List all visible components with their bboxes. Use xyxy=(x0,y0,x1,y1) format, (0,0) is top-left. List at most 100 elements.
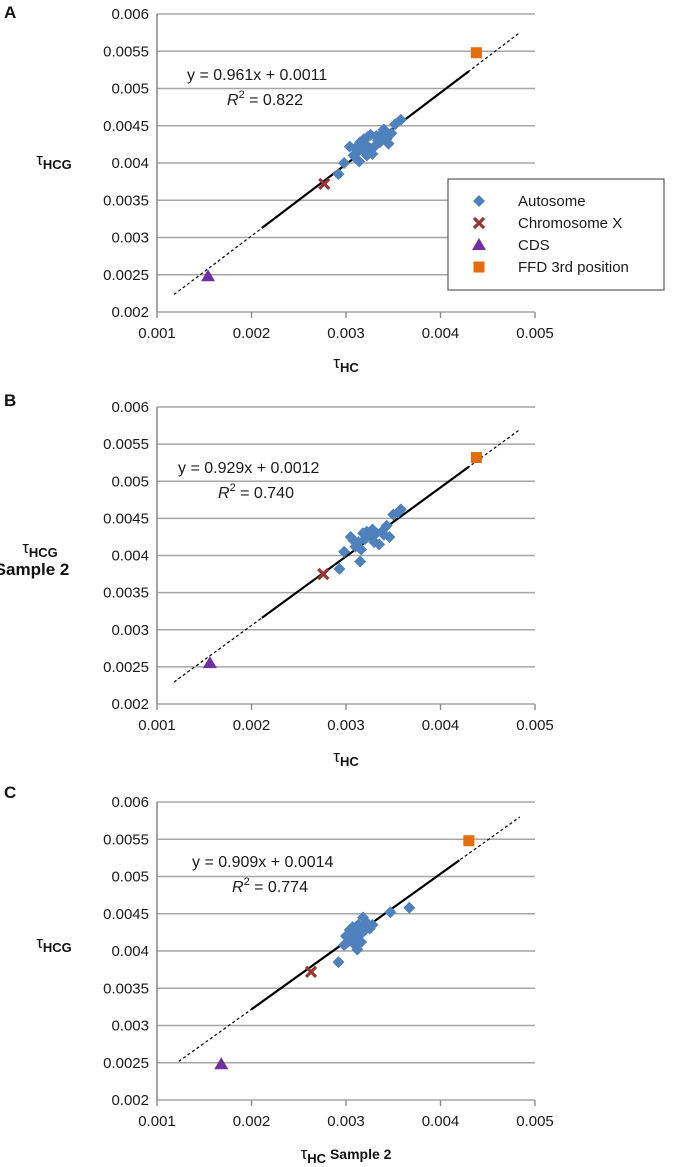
y-tick-label: 0.002 xyxy=(111,696,149,713)
y-axis-label: τHCG xyxy=(36,150,72,172)
legend-label: CDS xyxy=(518,237,550,254)
regression-equation: y = 0.909x + 0.0014 xyxy=(192,854,334,871)
data-point-diamond xyxy=(332,956,345,969)
y-tick-label: 0.0025 xyxy=(103,659,149,676)
data-point-diamond xyxy=(338,545,351,558)
panel-b-label: B xyxy=(4,391,16,410)
data-point-square xyxy=(470,47,482,59)
data-point-diamond xyxy=(384,906,397,919)
panel-a-label: A xyxy=(4,3,16,22)
x-tick-label: 0.004 xyxy=(422,1113,460,1130)
y-axis-label-symbol: τ xyxy=(36,150,43,169)
r-squared-exponent: 2 xyxy=(244,876,250,888)
x-tick-label: 0.001 xyxy=(138,717,176,734)
y-axis-label-line2: Sample 2 xyxy=(0,560,69,579)
panel-c-plot: 0.002 0.0025 0.003 0.0035 0.004 0.0045 0.005 0.… xyxy=(36,794,554,1166)
x-tick-label: 0.005 xyxy=(516,325,554,342)
x-tick-label: 0.003 xyxy=(327,1113,365,1130)
panel-c-label: C xyxy=(4,783,16,802)
r-squared: R2 = 0.822 xyxy=(227,89,303,109)
data-point-x xyxy=(317,567,330,581)
x-tick-label: 0.001 xyxy=(138,325,176,342)
r-squared: R2 = 0.774 xyxy=(232,876,308,896)
data-point-diamond xyxy=(333,562,346,575)
y-tick-label: 0.006 xyxy=(111,794,149,811)
r-squared-exponent: 2 xyxy=(239,89,245,101)
y-tick-label: 0.006 xyxy=(111,6,149,23)
legend-label: Chromosome X xyxy=(518,215,622,232)
y-tick-label: 0.0045 xyxy=(103,510,149,527)
y-tick-label: 0.0025 xyxy=(103,267,149,284)
y-tick-label: 0.006 xyxy=(111,399,149,416)
y-tick-label: 0.0055 xyxy=(103,436,149,453)
x-tick-label: 0.002 xyxy=(233,717,271,734)
data-point-diamond xyxy=(354,555,367,568)
legend: Autosome Chromosome X CDS FFD 3rd position xyxy=(447,178,665,291)
x-tick-label: 0.003 xyxy=(327,325,365,342)
data-point-triangle xyxy=(202,656,217,669)
x-axis-label: τHC xyxy=(333,353,359,375)
x-axis-label-symbol: τ xyxy=(333,353,340,372)
y-tick-label: 0.0055 xyxy=(103,43,149,60)
y-tick-label: 0.0025 xyxy=(103,1055,149,1072)
r-squared-value: = 0.740 xyxy=(236,485,294,502)
r-squared-symbol: R xyxy=(227,92,239,109)
x-axis-label: τHC xyxy=(333,747,359,769)
data-point-diamond xyxy=(355,543,368,556)
legend-marker-diamond xyxy=(473,195,485,207)
r-squared-exponent: 2 xyxy=(230,482,236,494)
data-point-diamond xyxy=(355,936,368,949)
y-tick-label: 0.004 xyxy=(111,943,149,960)
y-tick-label: 0.0035 xyxy=(103,192,149,209)
x-axis-label-subscript: HC xyxy=(340,360,359,375)
y-tick-label: 0.0055 xyxy=(103,831,149,848)
x-axis-label-subscript: HC xyxy=(340,754,359,769)
data-point-diamond xyxy=(403,901,416,914)
data-point-diamond xyxy=(373,538,386,551)
legend-marker-square xyxy=(473,261,485,273)
y-tick-label: 0.003 xyxy=(111,622,149,639)
data-point-diamond xyxy=(394,503,407,516)
data-point-square xyxy=(463,835,475,847)
y-tick-label: 0.004 xyxy=(111,155,149,172)
data-point-diamond xyxy=(380,519,393,532)
y-tick-label: 0.0045 xyxy=(103,906,149,923)
r-squared-value: = 0.822 xyxy=(245,92,303,109)
data-point-diamond xyxy=(382,137,395,150)
x-tick-label: 0.002 xyxy=(233,1113,271,1130)
data-point-diamond xyxy=(338,157,351,169)
y-tick-label: 0.0045 xyxy=(103,118,149,135)
y-axis-label: τHCG xyxy=(22,538,58,560)
data-point-diamond xyxy=(385,127,398,140)
x-tick-label: 0.005 xyxy=(516,1113,554,1130)
data-point-diamond xyxy=(394,113,407,126)
data-point-triangle xyxy=(201,269,216,282)
x-tick-label: 0.002 xyxy=(233,325,271,342)
panel-b-plot: 0.002 0.0025 0.003 0.0035 0.004 0.0045 0.005 0.… xyxy=(0,399,554,769)
r-squared-symbol: R xyxy=(218,485,230,502)
y-tick-label: 0.003 xyxy=(111,1018,149,1035)
y-tick-label: 0.005 xyxy=(111,473,149,490)
y-axis-label-symbol: τ xyxy=(22,538,29,557)
data-point-diamond xyxy=(353,155,366,168)
legend-label: Autosome xyxy=(518,193,586,210)
regression-equation: y = 0.929x + 0.0012 xyxy=(178,460,320,477)
x-axis-label-suffix: Sample 2 xyxy=(326,1146,392,1162)
x-tick-label: 0.005 xyxy=(516,717,554,734)
y-tick-label: 0.004 xyxy=(111,548,149,565)
x-tick-label: 0.001 xyxy=(138,1113,176,1130)
x-axis-label-symbol: τ xyxy=(333,747,340,766)
y-axis-label-subscript: HCG xyxy=(43,157,72,172)
y-tick-label: 0.003 xyxy=(111,230,149,247)
legend-label: FFD 3rd position xyxy=(518,259,629,276)
x-tick-label: 0.004 xyxy=(422,325,460,342)
data-point-x xyxy=(304,965,318,978)
x-tick-label: 0.004 xyxy=(422,717,460,734)
r-squared-symbol: R xyxy=(232,879,244,896)
r-squared: R2 = 0.740 xyxy=(218,482,294,502)
y-tick-label: 0.002 xyxy=(111,304,149,321)
legend-marker-x xyxy=(472,216,486,230)
regression-equation: y = 0.961x + 0.0011 xyxy=(187,67,327,84)
x-axis-label-subscript: HC xyxy=(307,1151,326,1166)
